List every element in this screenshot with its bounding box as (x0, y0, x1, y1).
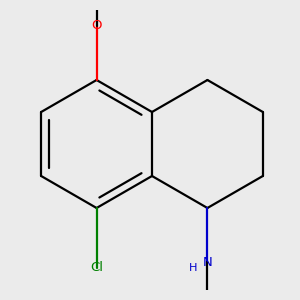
Text: H: H (189, 262, 198, 272)
Text: N: N (202, 256, 212, 269)
Text: Cl: Cl (90, 261, 103, 274)
Text: O: O (91, 19, 102, 32)
